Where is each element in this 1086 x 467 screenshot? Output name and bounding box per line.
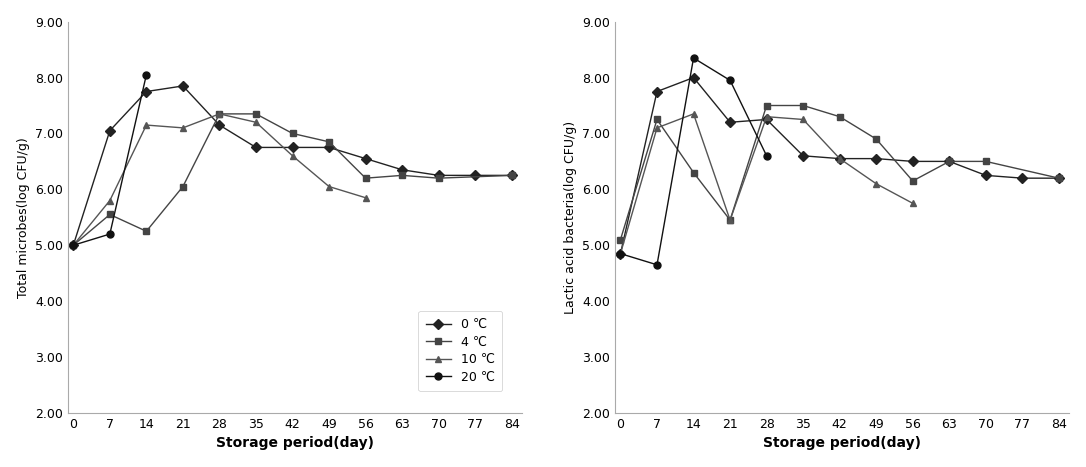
- X-axis label: Storage period(day): Storage period(day): [216, 436, 374, 450]
- Y-axis label: Lactic acid bacteria(log CFU/g): Lactic acid bacteria(log CFU/g): [564, 121, 577, 314]
- Y-axis label: Total microbes(log CFU/g): Total microbes(log CFU/g): [16, 137, 29, 297]
- Legend: 0 ℃, 4 ℃, 10 ℃, 20 ℃: 0 ℃, 4 ℃, 10 ℃, 20 ℃: [418, 311, 503, 391]
- X-axis label: Storage period(day): Storage period(day): [763, 436, 921, 450]
